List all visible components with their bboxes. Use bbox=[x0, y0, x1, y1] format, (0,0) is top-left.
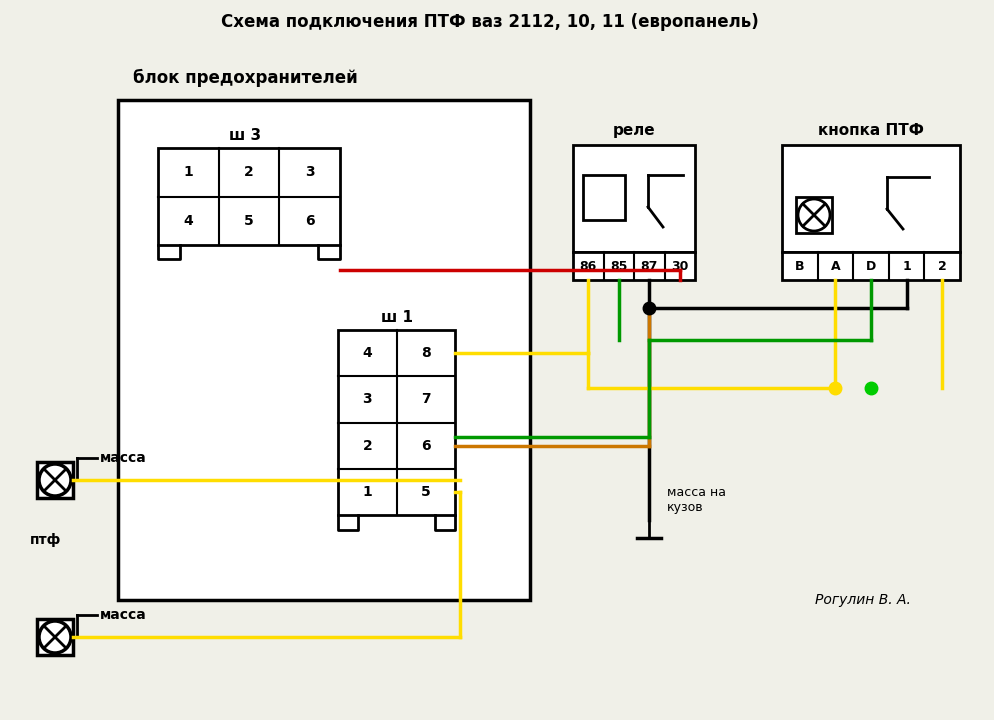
Text: 2: 2 bbox=[363, 438, 372, 453]
Bar bbox=[118, 100, 530, 600]
Text: ш 1: ш 1 bbox=[381, 310, 413, 325]
Bar bbox=[573, 252, 695, 280]
Text: кнопка ПТФ: кнопка ПТФ bbox=[818, 122, 924, 138]
Text: 1: 1 bbox=[903, 259, 911, 272]
Text: 4: 4 bbox=[184, 214, 193, 228]
Text: 2: 2 bbox=[245, 166, 253, 179]
Text: 8: 8 bbox=[420, 346, 430, 360]
Text: 1: 1 bbox=[184, 166, 193, 179]
Bar bbox=[37, 619, 73, 655]
Text: масса: масса bbox=[100, 608, 147, 622]
Text: 30: 30 bbox=[671, 259, 689, 272]
Text: 86: 86 bbox=[580, 259, 596, 272]
Text: Схема подключения ПТФ ваз 2112, 10, 11 (европанель): Схема подключения ПТФ ваз 2112, 10, 11 (… bbox=[221, 13, 758, 31]
Bar bbox=[583, 175, 625, 220]
Text: 85: 85 bbox=[610, 259, 627, 272]
Text: блок предохранителей: блок предохранителей bbox=[132, 69, 358, 87]
Text: 87: 87 bbox=[640, 259, 658, 272]
Text: 5: 5 bbox=[420, 485, 430, 499]
Text: 7: 7 bbox=[420, 392, 430, 406]
Text: 6: 6 bbox=[420, 438, 430, 453]
Bar bbox=[796, 197, 832, 233]
Text: масса: масса bbox=[100, 451, 147, 465]
Text: A: A bbox=[831, 259, 840, 272]
Bar bbox=[37, 462, 73, 498]
Text: D: D bbox=[866, 259, 876, 272]
Text: 3: 3 bbox=[363, 392, 372, 406]
Text: 5: 5 bbox=[245, 214, 253, 228]
Text: 2: 2 bbox=[937, 259, 946, 272]
Text: птф: птф bbox=[30, 533, 62, 547]
Text: Рогулин В. А.: Рогулин В. А. bbox=[815, 593, 911, 607]
Text: 4: 4 bbox=[363, 346, 372, 360]
Text: 1: 1 bbox=[363, 485, 372, 499]
Text: масса на
кузов: масса на кузов bbox=[667, 486, 727, 514]
Text: реле: реле bbox=[612, 122, 655, 138]
Text: B: B bbox=[795, 259, 804, 272]
Bar bbox=[573, 145, 695, 252]
Text: 6: 6 bbox=[305, 214, 314, 228]
Text: ш 3: ш 3 bbox=[229, 127, 261, 143]
Bar bbox=[782, 145, 960, 252]
Bar bbox=[158, 148, 340, 245]
Bar bbox=[338, 330, 455, 515]
Text: 3: 3 bbox=[305, 166, 314, 179]
Bar bbox=[782, 252, 960, 280]
